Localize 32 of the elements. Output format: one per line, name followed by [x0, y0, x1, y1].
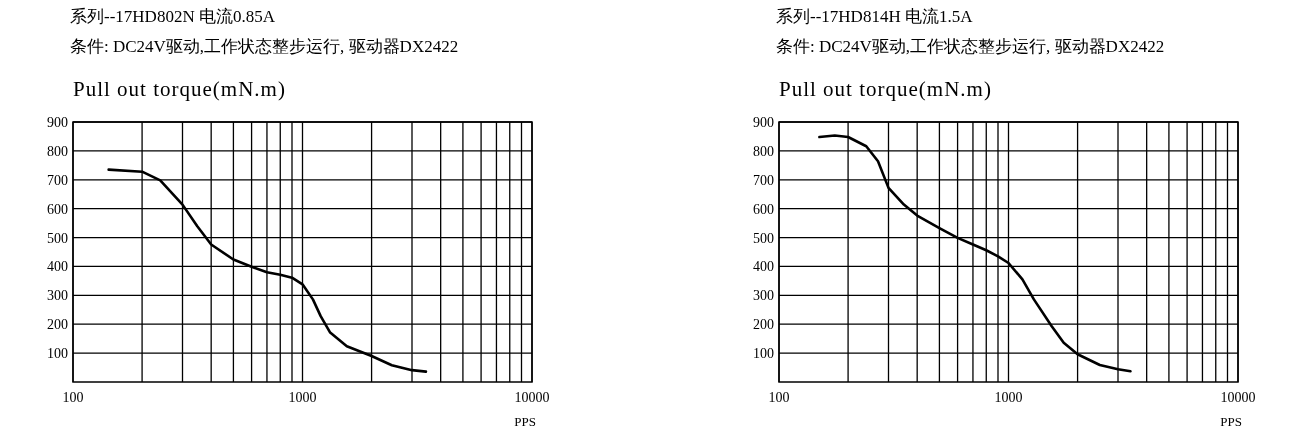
y-tick-label: 300 — [47, 288, 68, 304]
y-tick-label: 400 — [753, 259, 774, 275]
y-tick-label: 200 — [753, 317, 774, 333]
x-tick-label: 100 — [62, 390, 84, 405]
chart-title: 系列--17HD802N 电流0.85A — [70, 7, 276, 26]
y-tick-label: 700 — [753, 172, 774, 188]
y-axis-title: Pull out torque(mN.m) — [779, 77, 992, 101]
x-tick-label: 10000 — [1220, 390, 1256, 405]
y-tick-label: 800 — [753, 143, 774, 159]
y-tick-label: 800 — [47, 143, 68, 159]
y-tick-label: 900 — [753, 115, 774, 130]
y-tick-label: 600 — [753, 201, 774, 217]
x-tick-label: 1000 — [288, 390, 317, 405]
y-tick-label: 100 — [753, 346, 774, 362]
y-tick-label: 500 — [47, 230, 68, 246]
y-tick-label: 100 — [47, 346, 68, 362]
y-tick-label: 200 — [47, 317, 68, 333]
chart-subtitle: 条件: DC24V驱动,工作状态整步运行, 驱动器DX2422 — [776, 37, 1165, 56]
x-tick-label: 10000 — [514, 390, 550, 405]
x-axis-title: PPS — [514, 414, 536, 428]
y-tick-label: 600 — [47, 201, 68, 217]
y-tick-label: 300 — [753, 288, 774, 304]
y-tick-label: 900 — [47, 115, 68, 130]
x-tick-label: 1000 — [994, 390, 1023, 405]
x-tick-label: 100 — [768, 390, 790, 405]
x-axis-title: PPS — [1220, 414, 1242, 428]
chart-title: 系列--17HD814H 电流1.5A — [776, 7, 974, 26]
y-axis-title: Pull out torque(mN.m) — [73, 77, 286, 101]
chart-subtitle: 条件: DC24V驱动,工作状态整步运行, 驱动器DX2422 — [70, 37, 459, 56]
y-tick-label: 700 — [47, 172, 68, 188]
y-tick-label: 400 — [47, 259, 68, 275]
y-tick-label: 500 — [753, 230, 774, 246]
